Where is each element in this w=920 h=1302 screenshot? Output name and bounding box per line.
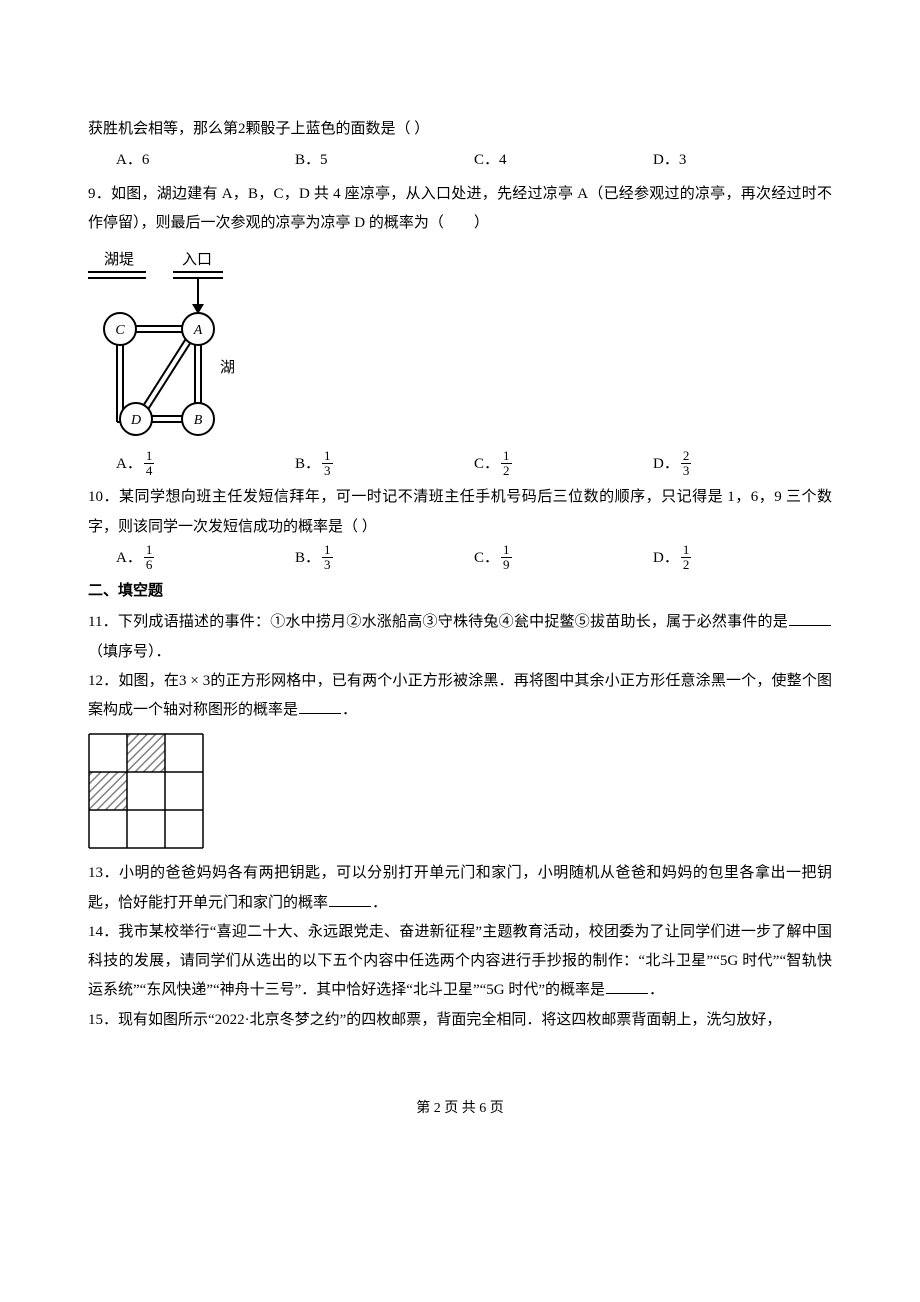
q13-stem: 13．小明的爸爸妈妈各有两把钥匙，可以分别打开单元门和家门，小明随机从爸爸和妈妈…: [88, 865, 832, 910]
q13: 13．小明的爸爸妈妈各有两把钥匙，可以分别打开单元门和家门，小明随机从爸爸和妈妈…: [88, 859, 832, 918]
q9-opt-b-den: 3: [322, 463, 333, 478]
q10-opt-b: B． 1 3: [295, 544, 474, 573]
q8-options: A．6 B．5 C．4 D．3: [88, 146, 832, 175]
q10-opt-c-num: 1: [501, 543, 512, 557]
q9-opt-b-num: 1: [322, 449, 333, 463]
svg-text:A: A: [193, 323, 203, 338]
q10-opt-c-label: C．: [474, 544, 499, 573]
q9-opt-d-num: 2: [681, 449, 692, 463]
q8-opt-d: D．3: [653, 146, 686, 175]
q10-opt-b-frac: 1 3: [322, 543, 333, 571]
q10-opt-c-den: 9: [501, 557, 512, 572]
q8-opt-a: A．6: [116, 146, 149, 175]
q10-opt-c-frac: 1 9: [501, 543, 512, 571]
q11: 11．下列成语描述的事件：①水中捞月②水涨船高③守株待兔④瓮中捉鳖⑤拔苗助长，属…: [88, 608, 832, 667]
q9-opt-a-num: 1: [144, 449, 155, 463]
q10-opt-b-num: 1: [322, 543, 333, 557]
q9-options: A． 1 4 B． 1 3 C． 1 2 D． 2 3: [88, 450, 832, 479]
q10-options: A． 1 6 B． 1 3 C． 1 9 D． 1 2: [88, 544, 832, 573]
q10-opt-a: A． 1 6: [116, 544, 295, 573]
q9-opt-b: B． 1 3: [295, 450, 474, 479]
q10-opt-b-label: B．: [295, 544, 320, 573]
q8-stem-continued: 获胜机会相等，那么第2颗骰子上蓝色的面数是（ ）: [88, 115, 832, 144]
q9-opt-a-den: 4: [144, 463, 155, 478]
q10-opt-a-num: 1: [144, 543, 155, 557]
q10-opt-d: D． 1 2: [653, 544, 832, 573]
q14-blank: [606, 980, 648, 995]
q10-opt-a-label: A．: [116, 544, 142, 573]
q9-opt-a-label: A．: [116, 450, 142, 479]
q9-opt-a: A． 1 4: [116, 450, 295, 479]
svg-text:C: C: [115, 323, 125, 338]
q10-opt-a-den: 6: [144, 557, 155, 572]
q9-opt-c-num: 1: [501, 449, 512, 463]
q10-opt-a-frac: 1 6: [144, 543, 155, 571]
q12-tail: ．: [342, 702, 357, 718]
q10-opt-d-frac: 1 2: [681, 543, 692, 571]
q8-opt-c: C．4: [474, 146, 507, 175]
q10-opt-c: C． 1 9: [474, 544, 653, 573]
q10-opt-d-den: 2: [681, 557, 692, 572]
svg-text:D: D: [130, 413, 141, 428]
q11-blank: [789, 612, 831, 627]
q14-tail: ．: [649, 982, 664, 998]
q14: 14．我市某校举行“喜迎二十大、永远跟党走、奋进新征程”主题教育活动，校团委为了…: [88, 918, 832, 1006]
svg-text:B: B: [194, 413, 203, 428]
q9-opt-d-label: D．: [653, 450, 679, 479]
q9-opt-d-frac: 2 3: [681, 449, 692, 477]
q9-opt-c-frac: 1 2: [501, 449, 512, 477]
q10-opt-d-label: D．: [653, 544, 679, 573]
svg-text:湖: 湖: [220, 359, 235, 376]
q9-opt-a-frac: 1 4: [144, 449, 155, 477]
q10-opt-d-num: 1: [681, 543, 692, 557]
q10-stem: 10．某同学想向班主任发短信拜年，可一时记不清班主任手机号码后三位数的顺序，只记…: [88, 483, 832, 542]
q9-diagram: 湖堤 入口湖 C A D B: [88, 244, 832, 444]
q9-opt-c: C． 1 2: [474, 450, 653, 479]
q9-opt-b-label: B．: [295, 450, 320, 479]
q12-diagram: [88, 733, 832, 851]
svg-text:入口: 入口: [182, 252, 212, 268]
q13-tail: ．: [372, 895, 387, 911]
q13-blank: [329, 892, 371, 907]
q9-opt-c-label: C．: [474, 450, 499, 479]
svg-text:湖堤: 湖堤: [104, 251, 134, 268]
q11-stem: 11．下列成语描述的事件：①水中捞月②水涨船高③守株待兔④瓮中捉鳖⑤拔苗助长，属…: [88, 614, 788, 630]
q12-blank: [299, 700, 341, 715]
q11-tail: （填序号）．: [88, 644, 171, 660]
q12: 12．如图，在3 × 3的正方形网格中，已有两个小正方形被涂黑．再将图中其余小正…: [88, 667, 832, 726]
page-footer: 第 2 页 共 6 页: [88, 1095, 832, 1122]
q9-opt-b-frac: 1 3: [322, 449, 333, 477]
q10-opt-b-den: 3: [322, 557, 333, 572]
q9-stem: 9．如图，湖边建有 A，B，C，D 共 4 座凉亭，从入口处进，先经过凉亭 A（…: [88, 180, 832, 239]
section-2-heading: 二、填空题: [88, 577, 832, 606]
q9-opt-d-den: 3: [681, 463, 692, 478]
q9-opt-d: D． 2 3: [653, 450, 832, 479]
q8-opt-b: B．5: [295, 146, 328, 175]
q15-stem: 15．现有如图所示“2022·北京冬梦之约”的四枚邮票，背面完全相同．将这四枚邮…: [88, 1006, 832, 1035]
q12-stem: 12．如图，在3 × 3的正方形网格中，已有两个小正方形被涂黑．再将图中其余小正…: [88, 673, 832, 718]
q14-stem: 14．我市某校举行“喜迎二十大、永远跟党走、奋进新征程”主题教育活动，校团委为了…: [88, 924, 832, 999]
q9-opt-c-den: 2: [501, 463, 512, 478]
